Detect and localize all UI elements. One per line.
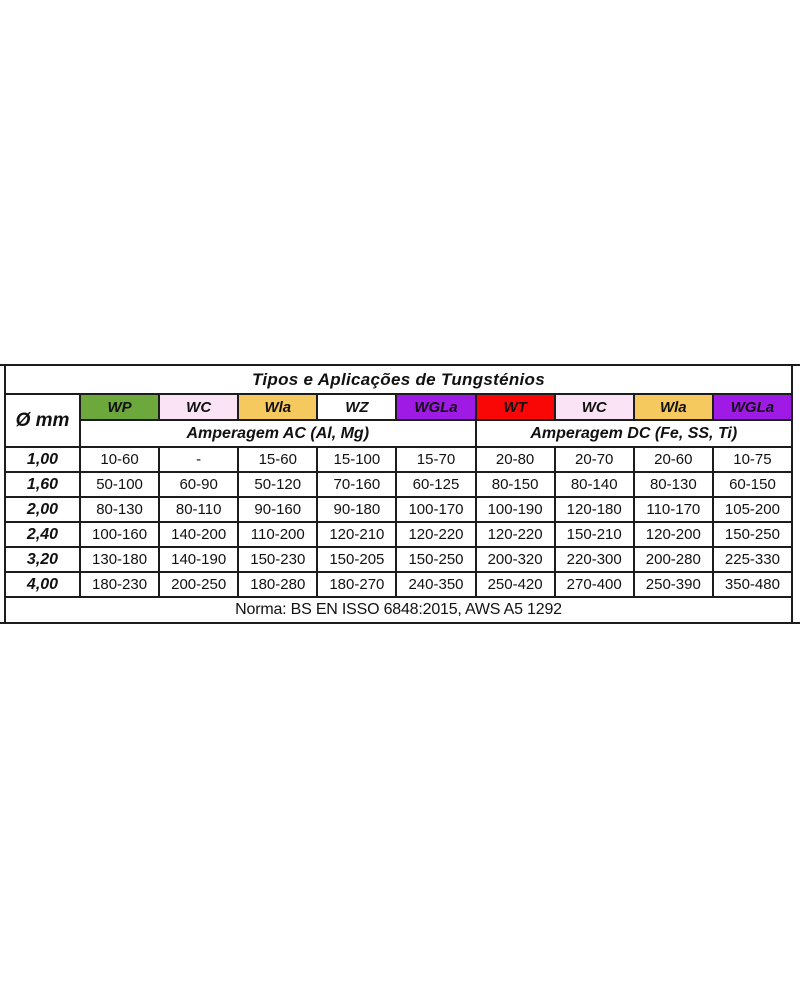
- table-row: 4,00 180-230 200-250 180-280 180-270 240…: [4, 571, 794, 598]
- amperage-cell: 150-205: [316, 546, 398, 573]
- amperage-cell: 200-250: [158, 571, 240, 598]
- amperage-cell: 20-70: [553, 446, 635, 473]
- diameter-cell: 2,40: [4, 521, 81, 548]
- diameter-header: Ø mm: [4, 393, 81, 448]
- amperage-cell: 200-280: [632, 546, 714, 573]
- amperage-cell: 15-100: [316, 446, 398, 473]
- group-header-dc: Amperagem DC (Fe, SS, Ti): [474, 419, 794, 448]
- amperage-cell: 60-90: [158, 471, 240, 498]
- amperage-cell: 100-190: [474, 496, 556, 523]
- table-bottom-rule: [0, 622, 800, 624]
- diameter-cell: 4,00: [4, 571, 81, 598]
- amperage-cell: 80-130: [78, 496, 161, 523]
- amperage-cell: 240-350: [395, 571, 477, 598]
- amperage-cell: 200-320: [474, 546, 556, 573]
- amperage-cell: 60-125: [395, 471, 477, 498]
- table-row: 1,00 10-60 - 15-60 15-100 15-70 20-80 20…: [4, 446, 794, 473]
- type-header-wgla-ac: WGLa: [395, 393, 477, 421]
- amperage-cell: 110-200: [237, 521, 319, 548]
- type-header-wt-dc: WT: [474, 393, 556, 421]
- amperage-cell: 120-220: [474, 521, 556, 548]
- group-header-row: Amperagem AC (Al, Mg) Amperagem DC (Fe, …: [5, 419, 794, 448]
- amperage-cell: 250-420: [474, 571, 556, 598]
- amperage-cell: 15-70: [395, 446, 477, 473]
- amperage-cell: -: [158, 446, 240, 473]
- table-row: 2,00 80-130 80-110 90-160 90-180 100-170…: [4, 496, 794, 523]
- amperage-cell: 150-250: [711, 521, 794, 548]
- table-title: Tipos e Aplicações de Tungsténios: [4, 364, 793, 395]
- diameter-cell: 1,60: [4, 471, 81, 498]
- amperage-cell: 90-160: [237, 496, 319, 523]
- diameter-cell: 2,00: [4, 496, 81, 523]
- type-header-wc-dc: WC: [553, 393, 635, 421]
- type-header-wc-ac: WC: [158, 393, 240, 421]
- table-row: 1,60 50-100 60-90 50-120 70-160 60-125 8…: [4, 471, 794, 498]
- amperage-cell: 60-150: [711, 471, 794, 498]
- amperage-cell: 80-140: [553, 471, 635, 498]
- title-row: Tipos e Aplicações de Tungsténios: [4, 364, 793, 395]
- footer-row: Norma: BS EN ISSO 6848:2015, AWS A5 1292: [4, 596, 793, 624]
- type-header-wla-ac: Wla: [237, 393, 319, 421]
- amperage-cell: 80-130: [632, 471, 714, 498]
- group-header-ac: Amperagem AC (Al, Mg): [79, 419, 477, 448]
- amperage-cell: 150-210: [553, 521, 635, 548]
- amperage-cell: 50-100: [78, 471, 161, 498]
- amperage-cell: 70-160: [316, 471, 398, 498]
- type-header-wgla-dc: WGLa: [711, 393, 794, 421]
- amperage-cell: 120-220: [395, 521, 477, 548]
- diameter-cell: 1,00: [4, 446, 81, 473]
- type-header-wla-dc: Wla: [632, 393, 714, 421]
- amperage-cell: 130-180: [78, 546, 161, 573]
- amperage-cell: 250-390: [632, 571, 714, 598]
- amperage-cell: 140-190: [158, 546, 240, 573]
- amperage-cell: 150-230: [237, 546, 319, 573]
- tungsten-amperage-table: Tipos e Aplicações de Tungsténios Ø mm W…: [4, 364, 794, 624]
- amperage-cell: 110-170: [632, 496, 714, 523]
- table-row: 3,20 130-180 140-190 150-230 150-205 150…: [4, 546, 794, 573]
- amperage-cell: 150-250: [395, 546, 477, 573]
- amperage-cell: 50-120: [237, 471, 319, 498]
- amperage-cell: 10-60: [78, 446, 161, 473]
- type-header-wp-ac: WP: [78, 393, 161, 421]
- amperage-cell: 140-200: [158, 521, 240, 548]
- amperage-cell: 120-200: [632, 521, 714, 548]
- norm-reference: Norma: BS EN ISSO 6848:2015, AWS A5 1292: [4, 596, 793, 624]
- amperage-cell: 10-75: [711, 446, 794, 473]
- amperage-cell: 20-60: [632, 446, 714, 473]
- amperage-cell: 180-270: [316, 571, 398, 598]
- amperage-cell: 100-160: [78, 521, 161, 548]
- type-header-row: Ø mm WP WC Wla WZ WGLa WT WC Wla WGLa: [4, 393, 794, 448]
- amperage-cell: 80-150: [474, 471, 556, 498]
- amperage-cell: 180-280: [237, 571, 319, 598]
- amperage-cell: 15-60: [237, 446, 319, 473]
- type-header-wz-ac: WZ: [316, 393, 398, 421]
- amperage-cell: 100-170: [395, 496, 477, 523]
- table-row: 2,40 100-160 140-200 110-200 120-210 120…: [4, 521, 794, 548]
- amperage-cell: 270-400: [553, 571, 635, 598]
- amperage-cell: 20-80: [474, 446, 556, 473]
- amperage-cell: 225-330: [711, 546, 794, 573]
- amperage-cell: 180-230: [78, 571, 161, 598]
- amperage-cell: 90-180: [316, 496, 398, 523]
- amperage-cell: 220-300: [553, 546, 635, 573]
- amperage-cell: 105-200: [711, 496, 794, 523]
- diameter-cell: 3,20: [4, 546, 81, 573]
- amperage-cell: 80-110: [158, 496, 240, 523]
- amperage-cell: 350-480: [711, 571, 794, 598]
- amperage-cell: 120-210: [316, 521, 398, 548]
- amperage-cell: 120-180: [553, 496, 635, 523]
